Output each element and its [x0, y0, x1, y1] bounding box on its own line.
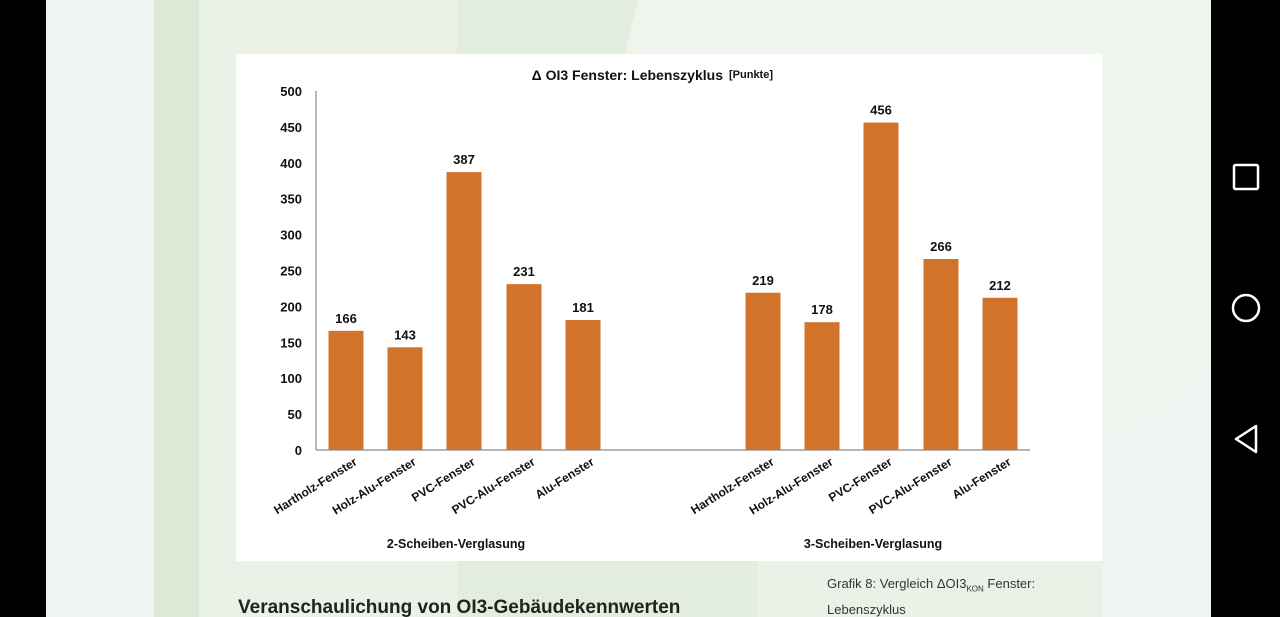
- data-label: 456: [870, 103, 892, 118]
- x-category-label: Alu-Fenster: [533, 455, 597, 502]
- android-navigation-bar: [1211, 0, 1280, 617]
- bar-chart: Δ OI3 Fenster: Lebenszyklus [Punkte] 0 50…: [271, 67, 1030, 551]
- y-tick-label: 300: [280, 228, 302, 243]
- bar: [446, 172, 482, 450]
- data-label: 181: [572, 300, 594, 315]
- recents-icon: [1232, 163, 1260, 191]
- x-group-label: 3-Scheiben-Verglasung: [804, 537, 942, 551]
- chart-bars: 166 143 387 231 181 219 178 456 266 212: [328, 103, 1018, 450]
- y-tick-label: 500: [280, 84, 302, 99]
- data-label: 212: [989, 278, 1011, 293]
- data-label: 231: [513, 264, 535, 279]
- caption-subscript: KON: [966, 584, 984, 594]
- y-tick-label: 0: [295, 443, 302, 458]
- data-label: 166: [335, 311, 357, 326]
- recents-button[interactable]: [1229, 160, 1263, 194]
- chart-unit-label: [Punkte]: [729, 69, 773, 81]
- home-icon: [1231, 293, 1261, 323]
- data-label: 266: [930, 239, 952, 254]
- bar: [328, 330, 364, 450]
- data-label: 219: [752, 273, 774, 288]
- data-label: 178: [811, 302, 833, 317]
- bar: [565, 320, 601, 450]
- y-tick-label: 50: [288, 407, 302, 422]
- chart-panel: Δ OI3 Fenster: Lebenszyklus [Punkte] 0 50…: [236, 54, 1102, 561]
- back-button[interactable]: [1229, 422, 1263, 456]
- chart-title: Δ OI3 Fenster: Lebenszyklus: [532, 67, 724, 83]
- bar: [804, 322, 840, 450]
- caption-prefix: Grafik 8: Vergleich ΔOI3: [827, 576, 967, 591]
- bar: [745, 292, 781, 450]
- caption-suffix: Fenster: Lebenszyklus: [827, 576, 1036, 617]
- home-button[interactable]: [1229, 291, 1263, 325]
- data-label: 387: [453, 152, 475, 167]
- bar: [387, 347, 423, 450]
- figure-caption: Grafik 8: Vergleich ΔOI3KON Fenster: Leb…: [827, 574, 1067, 617]
- bar: [923, 259, 959, 450]
- y-tick-label: 450: [280, 120, 302, 135]
- section-heading: Veranschaulichung von OI3-Gebäudekennwer…: [238, 597, 681, 617]
- bar: [506, 284, 542, 450]
- x-group-label: 2-Scheiben-Verglasung: [387, 537, 525, 551]
- y-tick-label: 100: [280, 371, 302, 386]
- y-tick-label: 400: [280, 156, 302, 171]
- back-icon: [1234, 424, 1258, 454]
- bar: [863, 122, 899, 450]
- y-tick-label: 350: [280, 192, 302, 207]
- x-category-label: Alu-Fenster: [950, 455, 1014, 502]
- document-side-band: [154, 0, 199, 617]
- y-tick-label: 200: [280, 299, 302, 314]
- y-tick-label: 250: [280, 264, 302, 279]
- chart-axes: 050100150200250300350400450500Hartholz-F…: [271, 84, 1030, 551]
- bar: [982, 297, 1018, 450]
- y-tick-label: 150: [280, 335, 302, 350]
- screen: Δ OI3 Fenster: Lebenszyklus [Punkte] 0 50…: [46, 0, 1211, 617]
- data-label: 143: [394, 327, 416, 342]
